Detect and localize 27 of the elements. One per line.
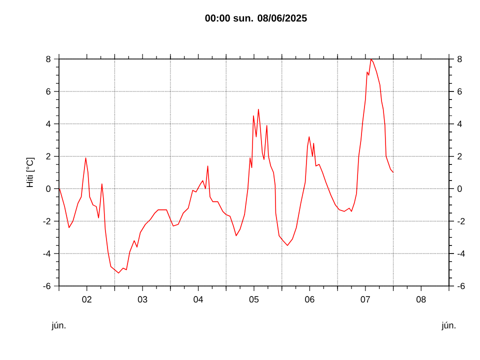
y2-tick-label: 2 — [458, 153, 462, 160]
x-tick-label: 06 — [305, 296, 314, 303]
y2-tick-label: 6 — [458, 88, 462, 95]
y2-tick-label: -6 — [458, 282, 465, 290]
x-tick-label: 03 — [138, 296, 148, 303]
y-tick-label: -4 — [43, 250, 51, 257]
x-tick-label: 07 — [360, 296, 370, 303]
text: jún. — [52, 322, 66, 330]
y2-tick-label: 8 — [458, 56, 462, 62]
chart-title: 00:00 sun. 08/06/2025 — [205, 14, 307, 22]
y-tick-label: 2 — [46, 153, 50, 160]
y2-tick-label: -4 — [458, 250, 465, 257]
y-tick-label: 6 — [46, 88, 50, 95]
y-tick-label: -6 — [43, 282, 50, 290]
y-tick-label: 4 — [46, 120, 51, 127]
x-tick-label: 05 — [249, 296, 259, 303]
y-tick-label: 8 — [46, 56, 50, 62]
x-tick-label: 08 — [416, 296, 426, 303]
y2-tick-label: 0 — [458, 186, 462, 192]
y2-tick-label: 4 — [457, 120, 462, 127]
text: jún. — [442, 322, 456, 330]
y-tick-label: 0 — [46, 186, 50, 192]
y2-tick-label: -2 — [458, 218, 465, 224]
y-tick-label: -2 — [43, 218, 50, 224]
y-axis-title: Hiti [°C] — [26, 158, 35, 188]
x-tick-label: 04 — [194, 296, 204, 303]
x-tick-label: 02 — [82, 296, 92, 303]
